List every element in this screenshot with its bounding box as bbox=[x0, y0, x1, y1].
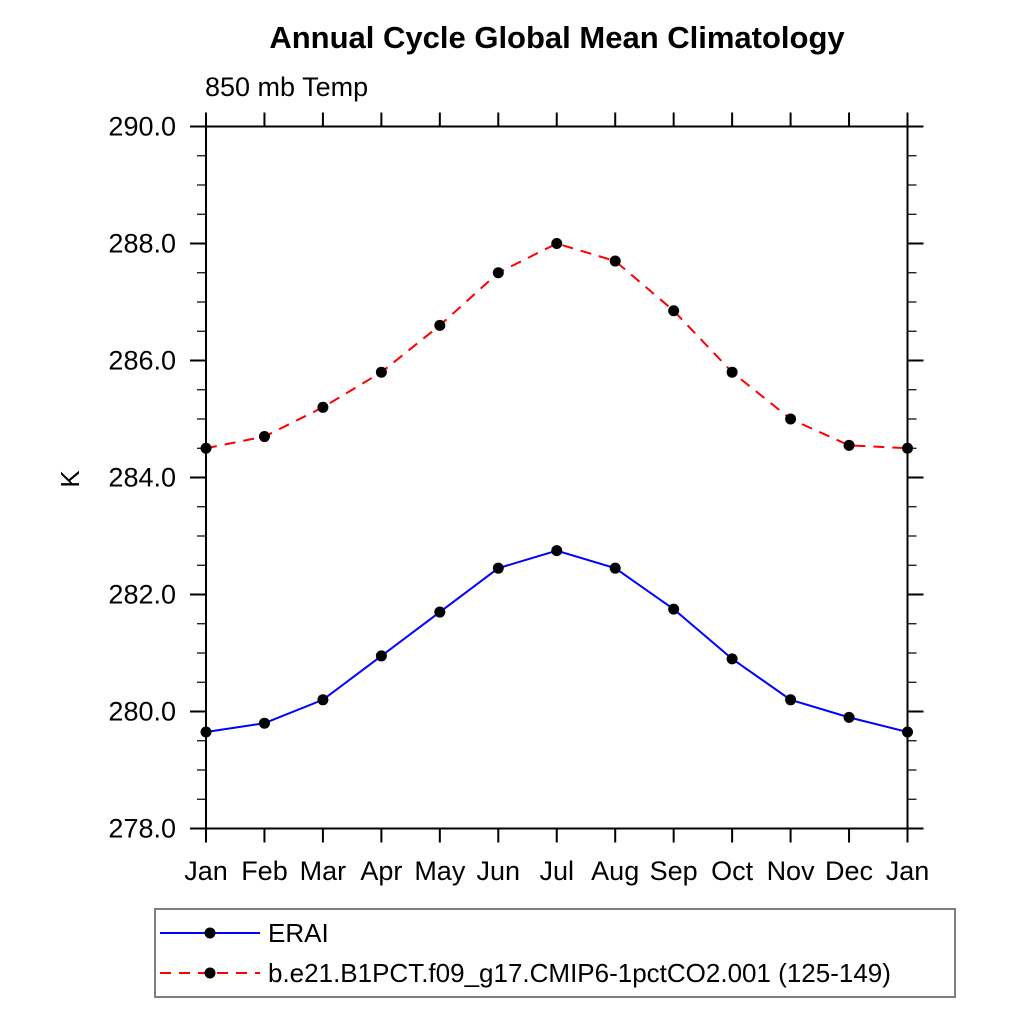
x-tick-label: Sep bbox=[650, 856, 698, 886]
legend-row-model: b.e21.B1PCT.f09_g17.CMIP6-1pctCO2.001 (1… bbox=[160, 953, 954, 993]
data-point-marker bbox=[375, 366, 387, 378]
legend-line-sample-model bbox=[160, 967, 260, 979]
series-line-0 bbox=[205, 549, 908, 733]
data-point-marker bbox=[200, 726, 212, 738]
x-tick-label: Jul bbox=[539, 856, 574, 886]
data-point-marker bbox=[492, 562, 504, 574]
data-point-marker bbox=[726, 653, 738, 665]
data-point-marker bbox=[785, 413, 797, 425]
y-tick-label: 288.0 bbox=[108, 229, 176, 259]
x-tick-label: Jun bbox=[477, 856, 521, 886]
legend-row-erai: ERAI bbox=[160, 913, 954, 953]
y-tick-label: 278.0 bbox=[108, 814, 176, 844]
legend-label-model: b.e21.B1PCT.f09_g17.CMIP6-1pctCO2.001 (1… bbox=[268, 957, 891, 988]
data-point-marker bbox=[902, 442, 913, 454]
x-tick-label: Mar bbox=[300, 856, 347, 886]
y-tick-label: 286.0 bbox=[108, 346, 176, 376]
y-tick-label: 290.0 bbox=[108, 112, 176, 142]
y-tick-label: 280.0 bbox=[108, 697, 176, 727]
x-tick-label: Dec bbox=[825, 856, 873, 886]
data-point-marker bbox=[609, 255, 621, 267]
chart-subtitle: 850 mb Temp bbox=[205, 72, 369, 102]
data-point-marker bbox=[726, 366, 738, 378]
data-point-marker bbox=[668, 603, 680, 615]
data-point-marker bbox=[843, 439, 855, 451]
data-point-marker bbox=[902, 726, 913, 738]
data-point-marker bbox=[492, 267, 504, 279]
data-point-marker bbox=[551, 545, 563, 557]
data-point-marker bbox=[375, 650, 387, 662]
legend-sample-marker bbox=[204, 967, 216, 979]
x-tick-label: Feb bbox=[241, 856, 288, 886]
x-tick-label: Nov bbox=[767, 856, 816, 886]
y-tick-label: 284.0 bbox=[108, 463, 176, 493]
x-tick-label: May bbox=[414, 856, 466, 886]
legend-line-sample-erai bbox=[160, 927, 260, 939]
x-tick-label: Jan bbox=[184, 856, 228, 886]
data-point-marker bbox=[258, 717, 270, 729]
legend-label-erai: ERAI bbox=[268, 917, 329, 948]
legend-sample-marker bbox=[204, 927, 216, 939]
data-point-marker bbox=[317, 401, 329, 413]
data-point-marker bbox=[668, 305, 680, 317]
data-point-marker bbox=[258, 431, 270, 443]
data-point-marker bbox=[317, 694, 329, 706]
data-point-marker bbox=[785, 694, 797, 706]
series-line-1 bbox=[205, 242, 908, 450]
x-tick-label: Aug bbox=[591, 856, 639, 886]
data-point-marker bbox=[200, 442, 212, 454]
chart-title: Annual Cycle Global Mean Climatology bbox=[269, 20, 845, 55]
x-tick-label: Oct bbox=[711, 856, 754, 886]
x-tick-label: Apr bbox=[360, 856, 402, 886]
data-point-marker bbox=[434, 319, 446, 331]
x-tick-label: Jan bbox=[886, 856, 930, 886]
data-point-marker bbox=[434, 606, 446, 618]
y-tick-label: 282.0 bbox=[108, 580, 176, 610]
data-point-marker bbox=[609, 562, 621, 574]
data-point-marker bbox=[551, 238, 563, 249]
data-point-marker bbox=[843, 711, 855, 723]
legend: ERAI b.e21.B1PCT.f09_g17.CMIP6-1pctCO2.0… bbox=[154, 908, 956, 998]
